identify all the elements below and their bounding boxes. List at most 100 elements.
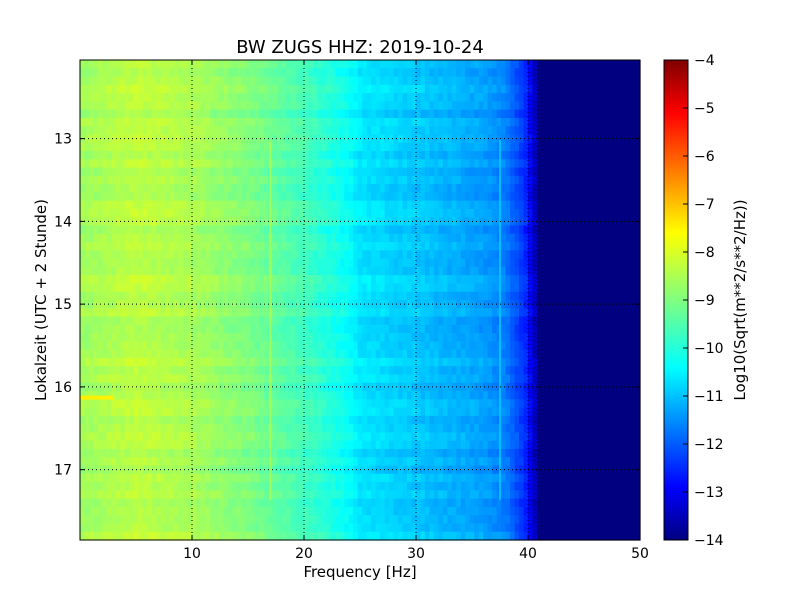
heatmap-cell: [398, 316, 404, 326]
heatmap-cell: [308, 175, 314, 185]
heatmap-cell: [165, 366, 171, 376]
heatmap-cell: [138, 291, 144, 301]
heatmap-cell: [339, 258, 345, 268]
heatmap-cell: [304, 175, 310, 185]
heatmap-cell: [536, 151, 543, 160]
heatmap-cell: [308, 266, 314, 276]
heatmap-cell: [608, 275, 614, 285]
heatmap-cell: [577, 258, 583, 268]
heatmap-cell: [465, 142, 471, 152]
heatmap-cell: [492, 382, 498, 392]
heatmap-cell: [133, 101, 139, 111]
heatmap-cell: [192, 167, 198, 177]
heatmap-cell: [223, 300, 229, 309]
heatmap-cell: [447, 250, 453, 260]
heatmap-cell: [142, 101, 148, 111]
heatmap-cell: [169, 175, 175, 185]
heatmap-cell: [286, 109, 292, 119]
heatmap-cell: [124, 142, 130, 152]
heatmap-cell: [595, 76, 601, 86]
heatmap-cell: [590, 233, 596, 243]
heatmap-cell: [277, 250, 283, 260]
heatmap-cell: [205, 316, 211, 326]
heatmap-cell: [622, 349, 628, 359]
heatmap-cell: [586, 266, 592, 276]
heatmap-cell: [232, 225, 238, 235]
heatmap-cell: [595, 300, 601, 309]
heatmap-cell: [205, 258, 211, 268]
heatmap-cell: [541, 167, 547, 177]
heatmap-cell: [501, 175, 507, 185]
heatmap-cell: [129, 175, 135, 185]
heatmap-cell: [424, 117, 431, 127]
heatmap-cell: [147, 291, 153, 301]
heatmap-cell: [124, 374, 130, 384]
heatmap-cell: [102, 366, 108, 376]
heatmap-cell: [424, 217, 431, 227]
heatmap-cell: [308, 151, 314, 160]
heatmap-cell: [456, 76, 462, 86]
heatmap-cell: [519, 291, 525, 301]
heatmap-cell: [142, 291, 148, 301]
heatmap-cell: [160, 159, 166, 169]
heatmap-cell: [174, 184, 180, 194]
heatmap-cell: [545, 233, 551, 243]
heatmap-cell: [420, 101, 426, 111]
heatmap-cell: [330, 308, 336, 318]
heatmap-cell: [227, 101, 233, 111]
heatmap-cell: [581, 341, 587, 351]
heatmap-cell: [165, 333, 171, 342]
heatmap-cell: [106, 76, 112, 86]
heatmap-cell: [160, 349, 166, 359]
heatmap-cell: [429, 308, 435, 318]
heatmap-cell: [590, 374, 596, 384]
heatmap-cell: [460, 242, 466, 251]
heatmap-cell: [371, 126, 377, 136]
heatmap-cell: [312, 175, 319, 185]
heatmap-cell: [93, 93, 99, 102]
heatmap-cell: [84, 151, 90, 160]
heatmap-cell: [97, 167, 103, 177]
heatmap-cell: [536, 283, 543, 293]
heatmap-cell: [223, 159, 229, 169]
heatmap-cell: [554, 93, 560, 102]
heatmap-cell: [604, 101, 610, 111]
heatmap-cell: [178, 192, 184, 202]
heatmap-cell: [572, 68, 578, 78]
heatmap-cell: [330, 357, 336, 367]
heatmap-cell: [88, 357, 95, 367]
heatmap-cell: [129, 324, 135, 334]
heatmap-cell: [138, 126, 144, 136]
heatmap-cell: [438, 192, 444, 202]
heatmap-cell: [348, 357, 354, 367]
heatmap-cell: [330, 291, 336, 301]
heatmap-cell: [626, 101, 632, 111]
heatmap-cell: [402, 308, 408, 318]
heatmap-cell: [590, 192, 596, 202]
heatmap-cell: [357, 175, 363, 185]
heatmap-cell: [532, 308, 538, 318]
heatmap-cell: [254, 374, 260, 384]
heatmap-cell: [465, 84, 471, 94]
heatmap-cell: [272, 142, 278, 152]
heatmap-cell: [353, 366, 359, 376]
heatmap-cell: [308, 109, 314, 119]
heatmap-cell: [209, 192, 215, 202]
heatmap-cell: [492, 184, 498, 194]
heatmap-cell: [380, 366, 386, 376]
heatmap-cell: [187, 374, 193, 384]
heatmap-cell: [241, 60, 247, 69]
heatmap-cell: [281, 349, 287, 359]
heatmap-cell: [312, 333, 319, 342]
heatmap-cell: [398, 68, 404, 78]
heatmap-cell: [259, 60, 265, 69]
heatmap-cell: [420, 192, 426, 202]
heatmap-cell: [523, 266, 529, 276]
heatmap-cell: [174, 250, 180, 260]
heatmap-cell: [469, 93, 475, 102]
heatmap-cell: [523, 308, 529, 318]
heatmap-cell: [447, 308, 453, 318]
heatmap-cell: [478, 184, 484, 194]
heatmap-cell: [218, 275, 224, 285]
heatmap-cell: [433, 225, 439, 235]
